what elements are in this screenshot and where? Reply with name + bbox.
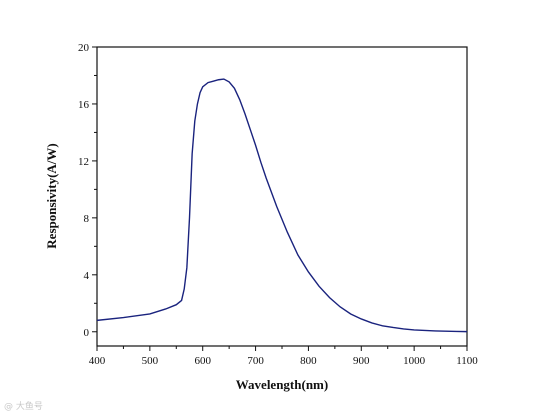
x-tick-label: 600 [194, 355, 211, 367]
y-tick-label: 12 [78, 156, 89, 168]
x-axis-ticks: 400 500 600 700 800 900 1000 1100 [89, 346, 478, 367]
x-axis-title: Wavelength(nm) [236, 377, 328, 392]
y-axis-title: Responsivity(A/W) [44, 143, 59, 248]
x-tick-label: 400 [89, 355, 106, 367]
plot-frame [96, 46, 468, 347]
x-tick-label: 1000 [403, 355, 426, 367]
y-tick-label: 0 [84, 327, 90, 339]
x-tick-label: 900 [353, 355, 370, 367]
watermark-logo: @ 大鱼号 [4, 402, 43, 412]
y-tick-label: 4 [84, 270, 90, 282]
y-tick-label: 20 [78, 42, 90, 54]
series-line-responsivity [96, 78, 468, 333]
y-axis-ticks: 0 4 8 12 16 20 [78, 42, 97, 339]
x-tick-label: 1100 [456, 355, 478, 367]
x-tick-label: 700 [247, 355, 264, 367]
x-tick-label: 800 [300, 355, 317, 367]
y-tick-label: 8 [84, 213, 90, 225]
y-tick-label: 16 [78, 99, 90, 111]
x-tick-label: 500 [142, 355, 159, 367]
